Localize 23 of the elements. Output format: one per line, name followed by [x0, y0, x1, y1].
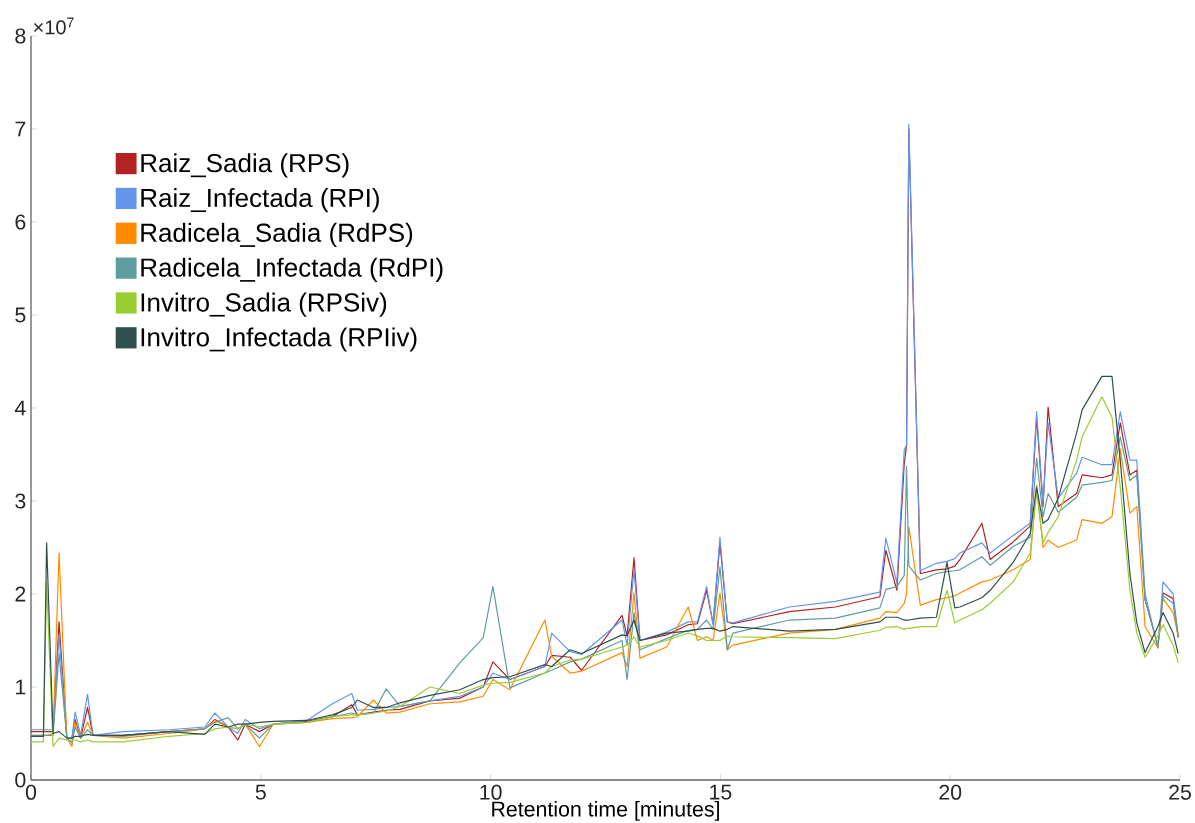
- x-tick-label: 25: [1169, 784, 1191, 800]
- y-tick-label: 8: [15, 28, 26, 44]
- x-tick-label: 10: [480, 784, 502, 800]
- y-tick-label: 0: [15, 772, 26, 788]
- legend-label: Raiz_Sadia (RPS): [141, 153, 349, 178]
- text: ×10$^{7}$: [33, 17, 74, 35]
- x-tick-label: 0: [25, 784, 37, 800]
- y-tick-label: 5: [15, 307, 26, 323]
- legend-label: Raiz_Infectada (RPI): [141, 188, 379, 213]
- legend-label: Radicela_Sadia (RdPS): [141, 223, 413, 248]
- y-tick-label: 7: [15, 121, 26, 137]
- legend-label: Invitro_Infectada (RPIiv): [141, 327, 417, 352]
- y-tick-label: 2: [15, 586, 26, 602]
- x-tick-label: 20: [939, 784, 962, 800]
- y-tick-label: 4: [14, 400, 26, 416]
- y-tick-label: 1: [16, 679, 26, 695]
- y-tick-label: 6: [15, 214, 26, 230]
- x-tick-label: 5: [255, 784, 266, 800]
- x-axis-title: Retention time [minutes]: [492, 801, 719, 822]
- x-tick-label: 15: [710, 784, 732, 800]
- legend-label: Radicela_Infectada (RdPI): [141, 257, 443, 283]
- legend-label: Invitro_Sadia (RPSiv): [141, 292, 387, 317]
- y-tick-label: 3: [15, 493, 26, 509]
